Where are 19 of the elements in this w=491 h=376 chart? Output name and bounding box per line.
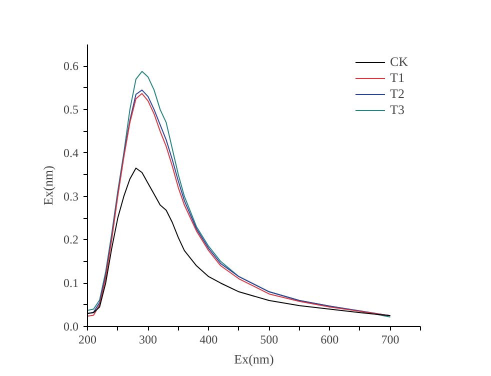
- x-tick-label: 300: [139, 332, 158, 346]
- legend-label: T1: [390, 70, 406, 86]
- legend-label: T2: [390, 86, 406, 102]
- x-tick-label: 400: [200, 332, 218, 346]
- y-axis-title: Ex(nm): [40, 166, 56, 206]
- legend-label: CK: [390, 54, 410, 70]
- x-axis-title: Ex(nm): [234, 352, 274, 366]
- x-tick-label: 200: [78, 332, 96, 346]
- x-tick-label: 500: [260, 332, 278, 346]
- y-tick-label: 0.3: [64, 189, 78, 204]
- y-tick-label: 0.5: [64, 102, 78, 117]
- y-tick-label: 0.2: [64, 232, 78, 247]
- y-tick-label: 0.0: [64, 320, 78, 334]
- y-tick-label: 0.6: [64, 59, 78, 74]
- legend-label: T3: [390, 102, 406, 118]
- x-tick-label: 700: [381, 332, 400, 346]
- y-tick-label: 0.1: [64, 276, 78, 290]
- x-tick-label: 600: [320, 332, 339, 346]
- y-tick-label: 0.4: [64, 146, 78, 160]
